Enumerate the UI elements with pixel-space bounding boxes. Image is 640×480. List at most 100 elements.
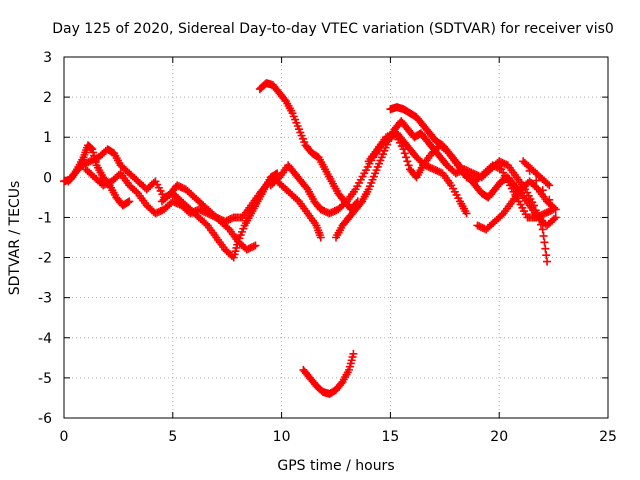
data-point — [451, 169, 460, 178]
data-point — [490, 162, 499, 171]
data-point — [273, 174, 282, 183]
x-tick-label: 10 — [273, 429, 291, 445]
data-point — [435, 167, 444, 176]
data-point — [464, 174, 473, 183]
data-point — [537, 211, 546, 220]
data-point — [550, 215, 559, 224]
data-point — [244, 244, 253, 253]
data-point — [84, 158, 93, 167]
data-point — [462, 209, 471, 218]
data-point — [495, 164, 504, 173]
data-point — [168, 197, 177, 206]
y-tick-label: -1 — [38, 210, 52, 226]
plot-frame — [63, 56, 609, 419]
data-point — [330, 207, 339, 216]
data-point — [198, 207, 207, 216]
data-point — [488, 161, 497, 170]
data-point — [201, 219, 210, 228]
data-point — [173, 181, 182, 190]
data-point — [400, 149, 409, 158]
data-point — [246, 243, 255, 252]
data-point — [476, 223, 485, 232]
data-point — [80, 159, 89, 168]
data-point — [433, 166, 442, 175]
data-point — [545, 195, 554, 204]
data-point — [178, 183, 187, 192]
data-point — [328, 207, 337, 216]
data-point — [79, 160, 88, 169]
x-axis-label: GPS time / hours — [277, 458, 394, 474]
data-point — [99, 181, 108, 190]
data-point — [86, 157, 95, 166]
data-point — [538, 225, 547, 234]
data-point — [251, 241, 260, 250]
y-tick-label: 3 — [43, 50, 52, 66]
axis-ticks: 0 5 10 15 20 25 -6 -5 -4 -3 -2 -1 0 1 2 3 — [38, 50, 617, 445]
data-points — [60, 79, 560, 398]
data-point — [187, 208, 196, 217]
data-point — [498, 158, 507, 167]
x-tick-label: 25 — [599, 429, 617, 445]
data-point — [551, 213, 560, 222]
data-point — [493, 163, 502, 172]
data-point — [404, 161, 413, 170]
data-point — [532, 213, 541, 222]
data-point — [500, 159, 509, 168]
series-track-k — [299, 349, 358, 398]
data-point — [385, 131, 394, 140]
y-tick-label: 0 — [43, 170, 52, 186]
data-point — [341, 199, 350, 208]
data-point — [496, 158, 505, 167]
data-point — [470, 170, 479, 179]
data-point — [402, 153, 411, 162]
data-point — [302, 183, 311, 192]
data-point — [194, 205, 203, 214]
data-point — [249, 242, 258, 251]
data-point — [89, 155, 98, 164]
data-point — [151, 209, 160, 218]
data-point — [170, 198, 179, 207]
y-tick-label: -4 — [38, 331, 52, 347]
data-point — [535, 211, 544, 220]
y-tick-label: -3 — [38, 291, 52, 307]
data-point — [293, 195, 302, 204]
data-point — [222, 216, 231, 225]
data-point — [248, 243, 257, 252]
data-point — [114, 170, 123, 179]
data-point — [550, 203, 559, 212]
data-point — [532, 176, 541, 185]
data-point — [424, 162, 433, 171]
data-point — [399, 145, 408, 154]
data-point — [480, 224, 489, 233]
data-point — [227, 214, 236, 223]
data-point — [443, 147, 452, 156]
data-point — [174, 182, 183, 191]
data-point — [545, 181, 554, 190]
y-tick-label: -6 — [38, 411, 52, 427]
data-point — [539, 210, 548, 219]
data-point — [543, 179, 552, 188]
data-point — [356, 199, 365, 208]
data-point — [123, 198, 132, 207]
series-track-d — [157, 181, 260, 254]
data-point — [320, 207, 329, 216]
data-point — [469, 176, 478, 185]
data-point — [156, 207, 165, 216]
data-point — [473, 221, 482, 230]
data-point — [541, 244, 550, 253]
series-track-h — [386, 103, 560, 230]
data-point — [100, 180, 109, 189]
data-point — [428, 164, 437, 173]
data-point — [316, 205, 325, 214]
data-point — [87, 144, 96, 153]
data-point — [87, 156, 96, 165]
data-point — [349, 349, 358, 358]
data-point — [242, 245, 251, 254]
data-point — [475, 222, 484, 231]
data-point — [318, 206, 327, 215]
y-tick-label: -5 — [38, 371, 52, 387]
data-point — [172, 199, 181, 208]
data-point — [321, 207, 330, 216]
data-point — [383, 132, 392, 141]
